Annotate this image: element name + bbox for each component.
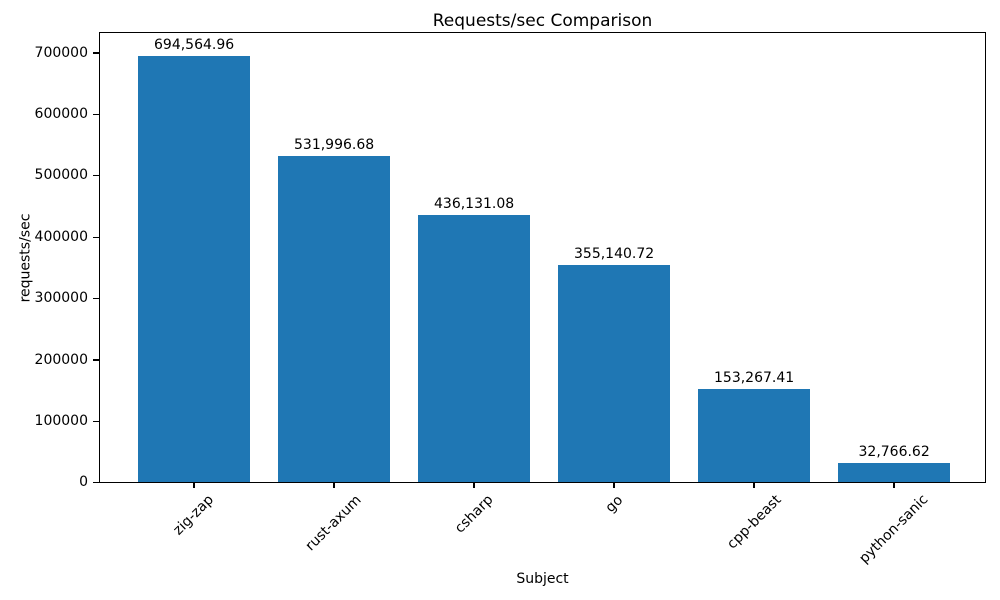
y-tick-label: 0 xyxy=(79,474,88,491)
y-axis-tick xyxy=(93,236,99,238)
bar-value-label: 531,996.68 xyxy=(294,137,375,154)
y-tick-label: 200000 xyxy=(34,351,88,368)
y-axis-tick xyxy=(93,359,99,361)
x-axis-tick xyxy=(893,483,895,488)
bar-csharp xyxy=(418,215,530,483)
bar-python-sanic xyxy=(838,462,950,483)
x-tick-label: cpp-beast xyxy=(723,491,785,553)
x-axis-tick xyxy=(473,483,475,488)
bar-value-label: 436,131.08 xyxy=(434,196,515,213)
x-tick-label: go xyxy=(602,491,626,516)
x-tick-label: rust-axum xyxy=(302,492,365,555)
y-tick-label: 600000 xyxy=(34,105,88,122)
y-axis-tick xyxy=(93,52,99,54)
y-tick-label: 300000 xyxy=(34,290,88,307)
bar-value-label: 153,267.41 xyxy=(714,369,795,386)
y-axis-tick xyxy=(93,175,99,177)
y-axis-title: requests/sec xyxy=(16,213,33,303)
bar-rust-axum xyxy=(278,156,390,483)
x-axis-title: Subject xyxy=(516,571,569,587)
y-axis-tick xyxy=(93,482,99,484)
bar-zig-zap xyxy=(138,56,250,483)
x-axis-tick xyxy=(333,483,335,488)
x-tick-label: csharp xyxy=(451,491,497,537)
y-tick-label: 500000 xyxy=(34,167,88,184)
x-axis-tick xyxy=(753,483,755,488)
chart-title: Requests/sec Comparison xyxy=(432,11,653,31)
x-tick-label: zig-zap xyxy=(170,491,217,539)
bar-value-label: 355,140.72 xyxy=(574,245,655,262)
x-axis-tick xyxy=(613,483,615,488)
y-tick-label: 100000 xyxy=(34,412,88,429)
x-tick-label: python-sanic xyxy=(856,491,932,568)
y-axis-tick xyxy=(93,420,99,422)
y-tick-label: 700000 xyxy=(34,44,88,61)
bar-value-label: 694,564.96 xyxy=(154,37,235,54)
y-axis-tick xyxy=(93,113,99,116)
bar-value-label: 32,766.62 xyxy=(858,443,930,460)
y-axis-tick xyxy=(93,298,99,300)
y-tick-label: 400000 xyxy=(34,228,88,245)
bar-go xyxy=(558,264,670,483)
bar-cpp-beast xyxy=(698,388,810,483)
x-axis-tick xyxy=(193,483,195,488)
